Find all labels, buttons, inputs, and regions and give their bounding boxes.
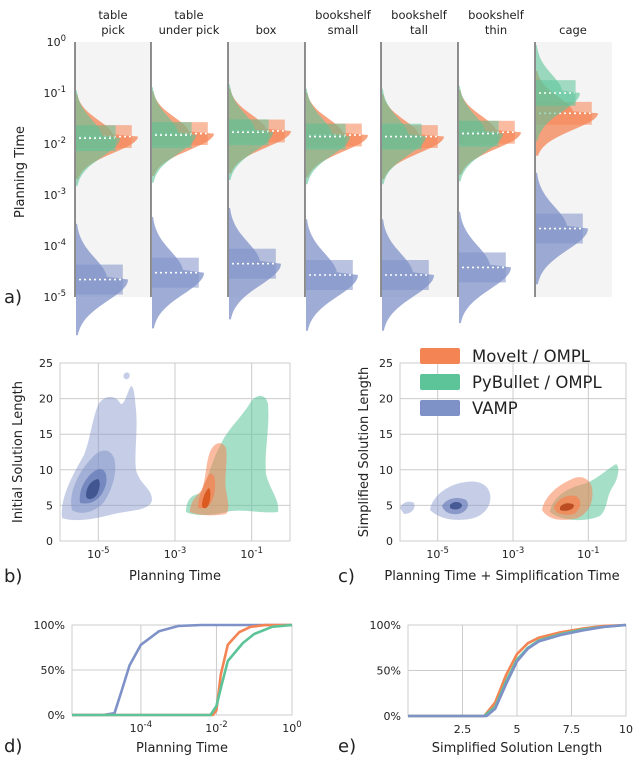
- b-ylabel: Initial Solution Length: [11, 381, 26, 523]
- panel-label-c: c): [338, 566, 355, 587]
- panel-b: 10-5 10-3 10-1 0 5 10 15 20 25 Planning Time Ini…: [4, 357, 291, 587]
- a-column-header: bookshelf: [315, 8, 372, 22]
- b-xtick-label: 10-5: [87, 546, 109, 561]
- c-ytick-label: 5: [386, 499, 393, 512]
- a-column-header: bookshelf: [468, 8, 525, 22]
- panel-label-b: b): [4, 566, 22, 587]
- a-column-header: cage: [559, 23, 587, 37]
- e-xtick-label: 7.5: [563, 723, 581, 736]
- a-column-header: box: [256, 23, 277, 37]
- a-column-header: tall: [410, 23, 428, 37]
- d-ytick-label: 0%: [48, 709, 65, 722]
- d-xtick-label: 10-4: [130, 720, 152, 735]
- a-ytick-label: 10-5: [44, 289, 66, 304]
- c-xtick-label: 10-1: [577, 546, 599, 561]
- a-column-header: pick: [101, 23, 125, 37]
- d-line-moveit: [72, 623, 292, 717]
- d-ytick-label: 100%: [34, 619, 65, 632]
- b-ytick-label: 15: [39, 428, 53, 441]
- b-ytick-label: 10: [39, 464, 53, 477]
- panel-label-d: d): [4, 736, 22, 757]
- b-xtick-label: 10-1: [240, 546, 262, 561]
- c-ytick-label: 0: [386, 535, 393, 548]
- c-vamp-kde: [400, 481, 491, 520]
- a-ytick-label: 10-4: [44, 238, 66, 253]
- panel-label-a: a): [4, 287, 22, 308]
- legend-swatch-moveit: [420, 348, 460, 364]
- d-xtick-label: 10-2: [205, 720, 227, 735]
- e-xtick-label: 5: [514, 723, 521, 736]
- legend: MoveIt / OMPL PyBullet / OMPL VAMP: [420, 347, 603, 418]
- b-xlabel: Planning Time: [129, 569, 221, 584]
- a-ytick-label: 10-1: [44, 85, 66, 100]
- a-ytick-label: 10-3: [44, 187, 66, 202]
- a-column-header: under pick: [159, 23, 220, 37]
- b-ytick-label: 20: [39, 393, 53, 406]
- e-line-vamp: [408, 623, 627, 718]
- a-ytick-label: 10-2: [44, 136, 66, 151]
- panel-c: 10-5 10-3 10-1 0 5 10 15 20 25 Planning Time + S…: [338, 347, 627, 587]
- legend-label-moveit: MoveIt / OMPL: [472, 347, 591, 366]
- e-ytick-label: 100%: [370, 619, 401, 632]
- e-ytick-label: 0%: [384, 710, 401, 723]
- b-moveit-kde: [190, 443, 229, 516]
- a-ylabel: Planning Time: [13, 126, 28, 218]
- c-ytick-label: 25: [379, 357, 393, 370]
- legend-label-pybullet: PyBullet / OMPL: [472, 373, 603, 392]
- b-ytick-label: 25: [39, 357, 53, 370]
- e-xtick-label: 10: [619, 723, 633, 736]
- a-column-header: table: [98, 8, 127, 22]
- d-xtick-label: 100: [282, 720, 301, 735]
- a-column-header: bookshelf: [391, 8, 448, 22]
- c-ylabel: Simplified Solution Length: [357, 367, 372, 538]
- c-xtick-label: 10-5: [426, 546, 448, 561]
- b-vamp-kde: [61, 372, 152, 521]
- b-ytick-label: 5: [46, 499, 53, 512]
- d-ytick-label: 50%: [41, 664, 65, 677]
- c-xlabel: Planning Time + Simplification Time: [384, 569, 619, 584]
- e-xtick-label: 2.5: [454, 723, 472, 736]
- d-line-pybullet: [72, 623, 293, 717]
- c-ytick-label: 20: [379, 393, 393, 406]
- a-column-header: small: [328, 23, 359, 37]
- a-column-header: thin: [485, 23, 507, 37]
- c-moveit-kde: [542, 477, 593, 520]
- a-ytick-label: 100: [47, 34, 66, 49]
- panel-label-e: e): [338, 736, 356, 757]
- d-xlabel: Planning Time: [136, 741, 228, 756]
- legend-swatch-vamp: [420, 400, 460, 416]
- e-xlabel: Simplified Solution Length: [432, 741, 603, 756]
- a-column-header: table: [174, 8, 203, 22]
- panel-e: 0% 50% 100% 2.5 5 7.5 10 Simplified Solution L…: [338, 619, 633, 757]
- c-xtick-label: 10-3: [502, 546, 524, 561]
- legend-label-vamp: VAMP: [472, 399, 518, 418]
- b-ytick-label: 0: [46, 535, 53, 548]
- e-ytick-label: 50%: [377, 665, 401, 678]
- b-xtick-label: 10-3: [164, 546, 186, 561]
- panel-d: 0% 50% 100% 10-4 10-2 100 Planning Time d): [4, 619, 302, 757]
- c-ytick-label: 15: [379, 428, 393, 441]
- legend-swatch-pybullet: [420, 374, 460, 390]
- c-ytick-label: 10: [379, 464, 393, 477]
